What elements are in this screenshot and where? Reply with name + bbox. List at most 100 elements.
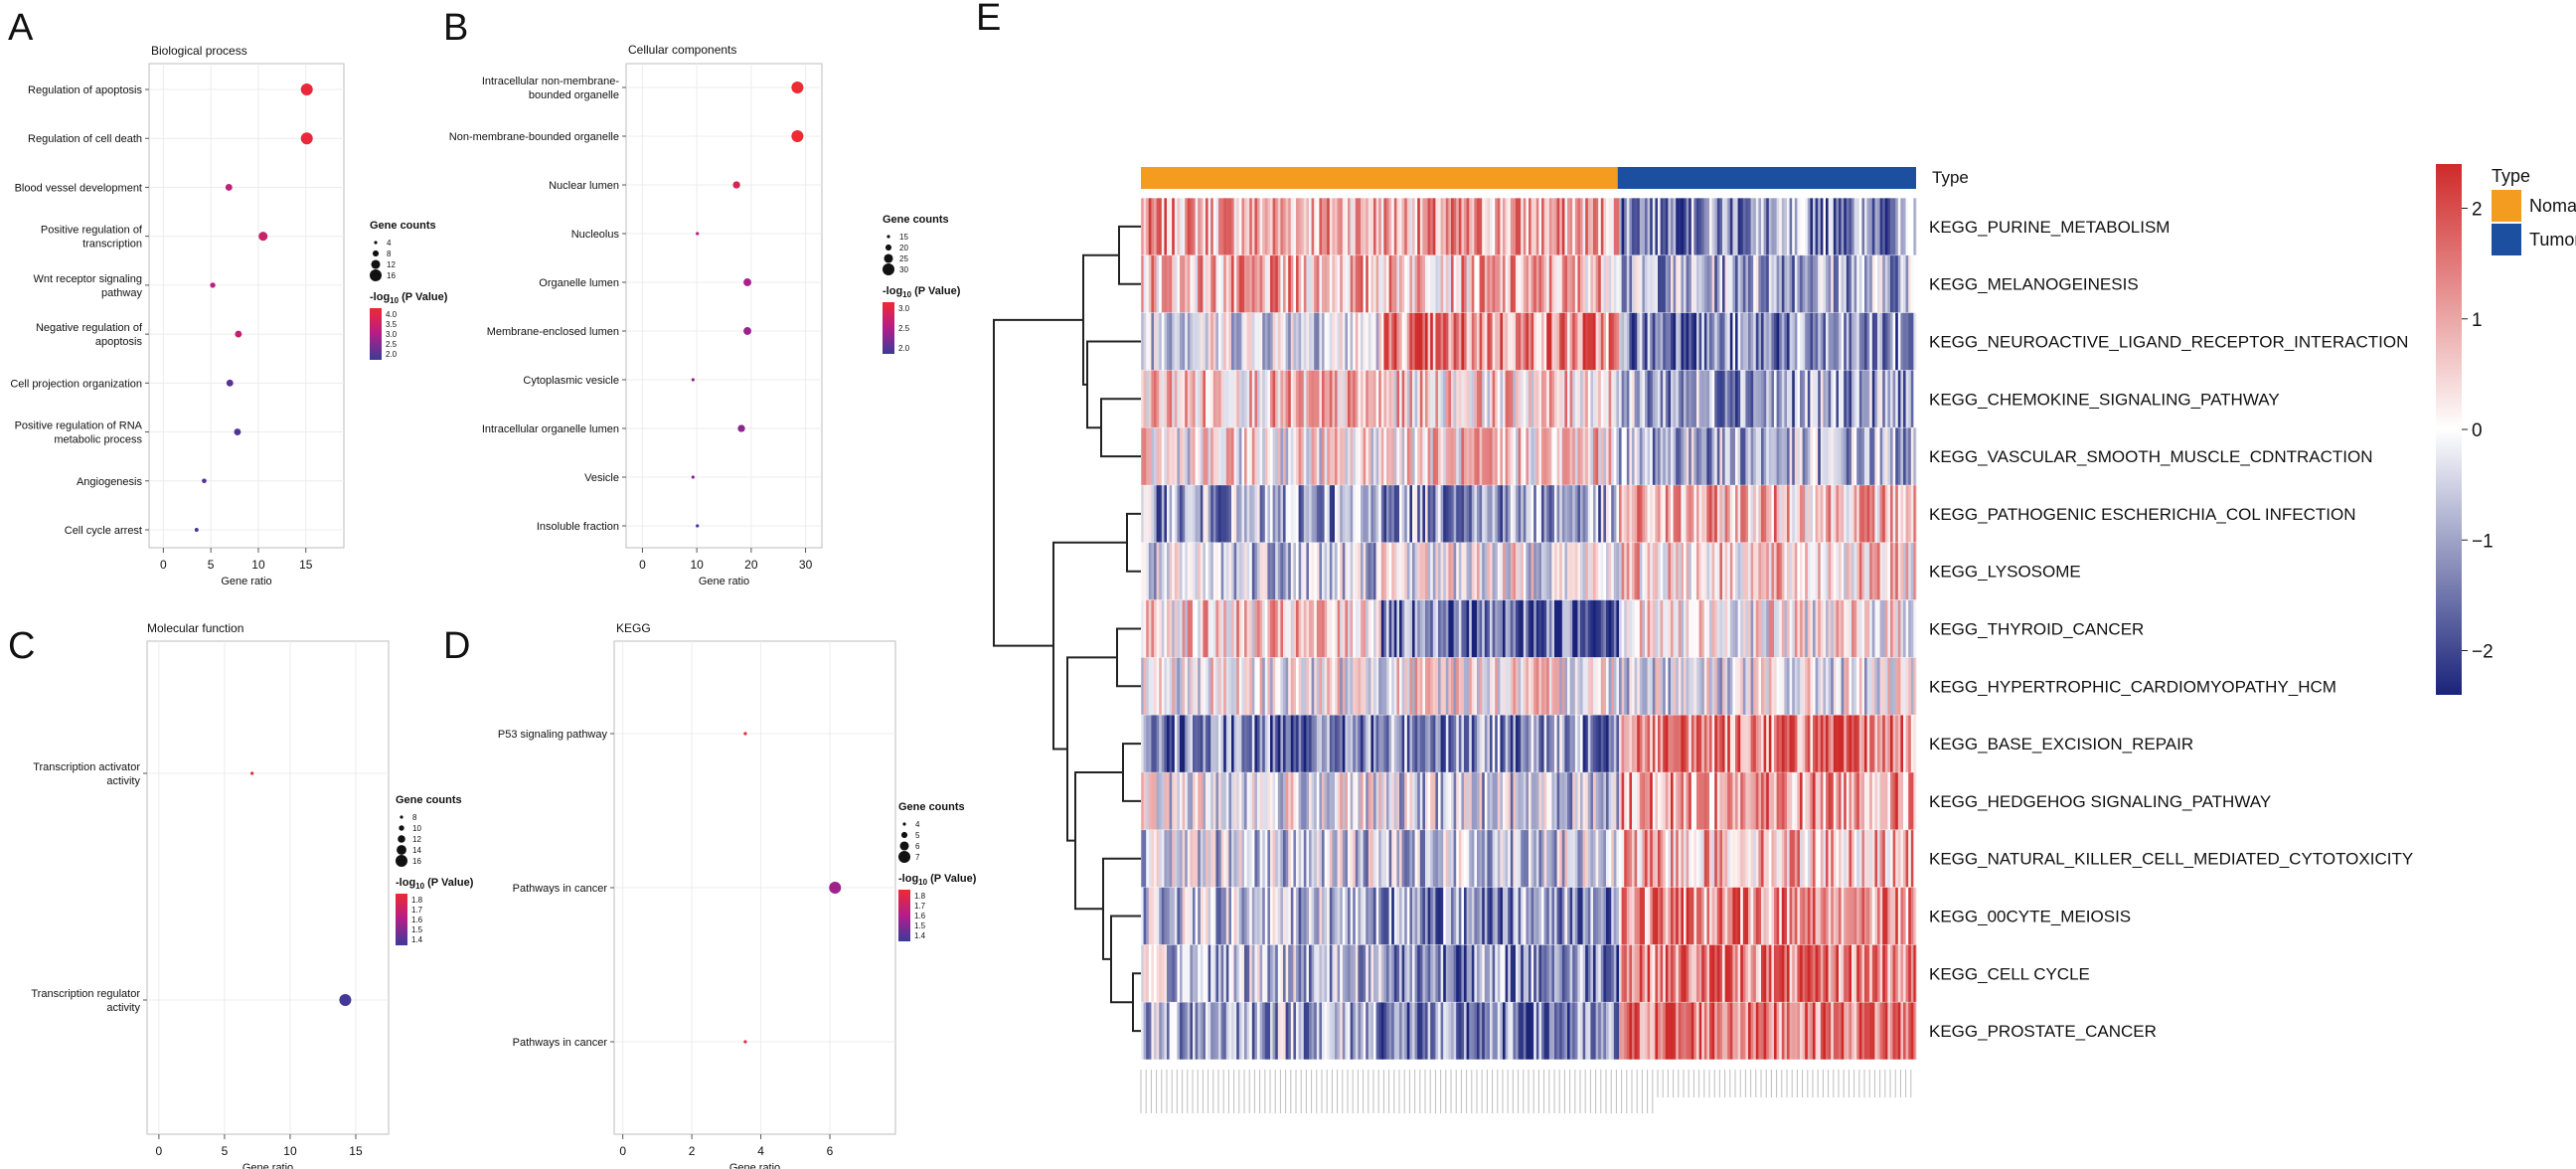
heatmap-cell <box>1753 657 1757 716</box>
heatmap-cell <box>1676 254 1680 313</box>
heatmap-cell <box>1689 887 1692 945</box>
heatmap-cell <box>1673 542 1677 600</box>
heatmap-cell <box>1828 542 1832 600</box>
heatmap-cell <box>1543 944 1547 1003</box>
heatmap-cell <box>1393 370 1397 428</box>
heatmap-cell <box>1375 485 1379 543</box>
heatmap-cell <box>1350 599 1354 658</box>
heatmap-cell <box>1348 715 1352 772</box>
heatmap-cell <box>1810 772 1814 830</box>
heatmap-cell <box>1154 427 1158 485</box>
heatmap-cell <box>1714 715 1718 772</box>
heatmap-cell <box>1497 772 1501 830</box>
heatmap-cell <box>1776 427 1780 485</box>
heatmap-cell <box>1706 715 1710 772</box>
heatmap-cell <box>1283 370 1287 428</box>
heatmap-cell <box>1280 427 1284 485</box>
heatmap-cell <box>1399 944 1403 1003</box>
heatmap-cell <box>1180 772 1184 830</box>
heatmap-cell <box>1684 772 1688 830</box>
heatmap-cell <box>1732 312 1736 371</box>
heatmap-cell <box>1301 715 1305 772</box>
legend-size-dot <box>883 263 894 275</box>
heatmap-cell <box>1200 427 1204 485</box>
heatmap-cell <box>1580 312 1584 371</box>
heatmap-cell <box>1813 829 1817 888</box>
heatmap-cell <box>1766 254 1770 313</box>
heatmap-cell <box>1711 887 1715 945</box>
heatmap-cell <box>1572 427 1576 485</box>
heatmap-cell <box>1425 599 1429 658</box>
heatmap-cell <box>1510 312 1514 371</box>
heatmap-cell <box>1373 715 1377 772</box>
heatmap-cell <box>1154 944 1158 1003</box>
heatmap-cell <box>1288 772 1292 830</box>
heatmap-cell <box>1792 370 1796 428</box>
heatmap-cell <box>1267 370 1271 428</box>
heatmap-cell <box>1464 887 1468 945</box>
heatmap-cell <box>1681 485 1685 543</box>
heatmap-cell <box>1350 772 1354 830</box>
heatmap-cell <box>1645 887 1649 945</box>
heatmap-cell <box>1556 254 1560 313</box>
heatmap-cell <box>1815 657 1819 716</box>
heatmap-cell <box>1665 427 1669 485</box>
heatmap-cell <box>1711 599 1715 658</box>
heatmap-cell <box>1686 829 1690 888</box>
heatmap-cell <box>1681 370 1685 428</box>
heatmap-cell <box>1650 427 1654 485</box>
heatmap-cell <box>1839 715 1843 772</box>
heatmap-cell <box>1858 312 1862 371</box>
legend-size-title: Gene counts <box>396 794 462 806</box>
heatmap-cell <box>1652 887 1656 945</box>
heatmap-cell <box>1368 657 1371 716</box>
heatmap-cell <box>1823 427 1827 485</box>
heatmap-cell <box>1727 657 1731 716</box>
heatmap-cell <box>1348 599 1352 658</box>
heatmap-cell <box>1198 312 1202 371</box>
heatmap-cell <box>1554 829 1558 888</box>
legend-size-label: 16 <box>387 271 396 280</box>
heatmap-cell <box>1887 772 1891 830</box>
heatmap-cell <box>1477 1002 1481 1060</box>
heatmap-cell <box>1585 427 1589 485</box>
heatmap-cell <box>1378 1002 1382 1060</box>
heatmap-cell <box>1606 944 1610 1003</box>
heatmap-cell <box>1913 312 1917 371</box>
heatmap-cell <box>1564 254 1568 313</box>
heatmap-cell <box>1430 427 1434 485</box>
heatmap-cell <box>1141 485 1145 543</box>
heatmap-cell <box>1401 887 1405 945</box>
heatmap-cell <box>1890 944 1894 1003</box>
heatmap-cell <box>1249 370 1253 428</box>
heatmap-cell <box>1805 1002 1809 1060</box>
heatmap-cell <box>1148 198 1152 255</box>
heatmap-cell <box>1466 715 1470 772</box>
heatmap-cell <box>1259 944 1263 1003</box>
heatmap-cell <box>1510 485 1514 543</box>
heatmap-cell <box>1445 829 1449 888</box>
heatmap-cell <box>1477 715 1481 772</box>
heatmap-cell <box>1864 254 1868 313</box>
heatmap-cell <box>1543 254 1547 313</box>
heatmap-cell <box>1913 657 1917 716</box>
data-point <box>300 132 313 145</box>
heatmap-cell <box>1254 254 1258 313</box>
heatmap-cell <box>1440 254 1444 313</box>
heatmap-cell <box>1665 599 1669 658</box>
heatmap-cell <box>1595 312 1599 371</box>
heatmap-cell <box>1737 944 1741 1003</box>
heatmap-cell <box>1844 370 1848 428</box>
heatmap-cell <box>1603 1002 1607 1060</box>
heatmap-cell <box>1611 198 1615 255</box>
heatmap-cell <box>1516 312 1520 371</box>
heatmap-cell <box>1810 312 1814 371</box>
heatmap-cell <box>1792 715 1796 772</box>
heatmap-cell <box>1701 829 1705 888</box>
heatmap-cell <box>1606 427 1610 485</box>
heatmap-cell <box>1427 312 1431 371</box>
heatmap-cell <box>1161 772 1165 830</box>
heatmap-cell <box>1866 887 1870 945</box>
heatmap-cell <box>1182 599 1186 658</box>
heatmap-cell <box>1727 599 1731 658</box>
